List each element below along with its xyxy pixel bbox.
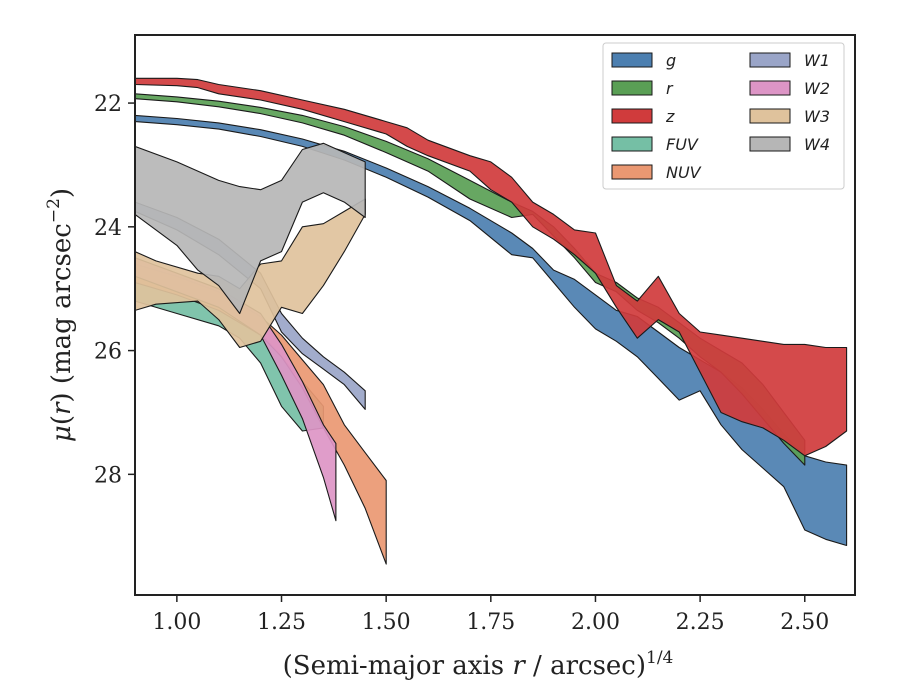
series-bands: [135, 77, 848, 565]
x-axis-label-prefix: (Semi-major axis: [283, 651, 513, 681]
legend-swatch-r: [611, 80, 653, 96]
x-tick-label: 1.25: [257, 610, 306, 635]
y-axis-label-end: ): [47, 188, 77, 198]
x-axis-label-exponent: 1/4: [646, 648, 673, 668]
y-axis-label-variable: r: [47, 401, 77, 415]
x-tick-label: 1.00: [152, 610, 201, 635]
legend-swatch-w2: [749, 80, 791, 96]
legend-label-fuv: FUV: [666, 135, 699, 154]
legend-label-w4: W4: [804, 135, 830, 154]
x-axis-label: (Semi-major axis r / arcsec)1/4: [283, 648, 674, 681]
legend-swatch-fuv: [611, 136, 653, 152]
legend-swatch-g: [611, 52, 653, 68]
y-tick-label: 28: [94, 463, 122, 488]
legend-swatch-w1: [749, 52, 791, 68]
y-tick-label: 22: [94, 92, 122, 117]
legend-box: [602, 42, 845, 190]
legend-label-w1: W1: [804, 51, 830, 70]
legend-label-w3: W3: [804, 107, 830, 126]
legend-swatch-w3: [749, 108, 791, 124]
legend-label-g: g: [666, 51, 676, 70]
legend-label-r: r: [666, 79, 674, 98]
legend-swatch-z: [611, 108, 653, 124]
x-tick-label: 1.75: [466, 610, 515, 635]
legend-label-nuv: NUV: [666, 163, 702, 182]
y-axis-label-open: (: [47, 415, 77, 425]
series-band-z: [135, 77, 848, 457]
y-tick-label: 24: [94, 216, 122, 241]
series-band-w4: [135, 142, 366, 315]
x-tick-label: 2.25: [676, 610, 725, 635]
y-axis-label-unit: (mag arcsec: [47, 223, 77, 392]
y-axis-label-close: ): [47, 392, 77, 402]
series-band-g: [135, 114, 848, 547]
x-tick-label: 2.50: [780, 610, 829, 635]
legend-label-z: z: [665, 107, 675, 126]
legend: grz FUV NUV W1 W2 W3 W4: [602, 42, 845, 190]
y-axis-label: μ(r) (mag arcsec−2): [44, 188, 77, 442]
plot-frame: [134, 34, 856, 596]
x-axis-label-variable: r: [512, 651, 526, 681]
legend-swatch-nuv: [611, 164, 653, 180]
legend-label-w2: W2: [804, 79, 830, 98]
y-axis-ticks: 22 24 26 28: [94, 92, 135, 488]
x-axis-label-unit: / arcsec): [525, 651, 646, 681]
x-tick-label: 2.00: [571, 610, 620, 635]
x-axis-ticks: 1.00 1.25 1.50 1.75 2.00 2.25 2.50: [152, 595, 829, 635]
y-axis-label-mu: μ: [47, 425, 77, 442]
y-tick-label: 26: [94, 340, 122, 365]
legend-swatch-w4: [749, 136, 791, 152]
series-band-r: [135, 93, 806, 466]
x-tick-label: 1.50: [362, 610, 411, 635]
y-axis-label-exponent: −2: [44, 198, 64, 223]
